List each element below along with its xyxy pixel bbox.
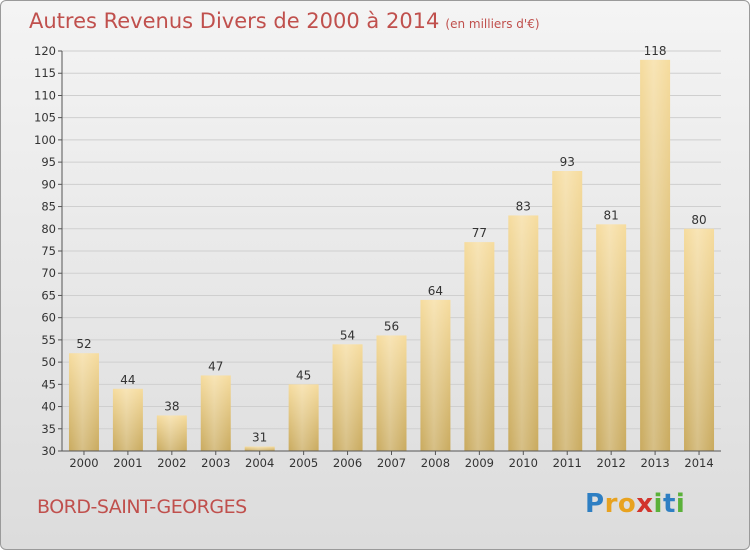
bar-value-label: 64 bbox=[428, 284, 443, 298]
x-tick-label: 2004 bbox=[245, 456, 274, 470]
y-tick-label: 55 bbox=[41, 333, 56, 347]
bar-shine bbox=[200, 375, 231, 451]
y-tick-label: 90 bbox=[41, 177, 56, 191]
x-tick-label: 2002 bbox=[157, 456, 186, 470]
y-tick-label: 100 bbox=[34, 133, 56, 147]
bar-value-label: 47 bbox=[208, 359, 223, 373]
x-tick-label: 2009 bbox=[465, 456, 494, 470]
x-tick-label: 2007 bbox=[377, 456, 406, 470]
y-tick-label: 70 bbox=[41, 266, 56, 280]
y-tick-label: 65 bbox=[41, 288, 56, 302]
y-tick-label: 110 bbox=[34, 88, 56, 102]
logo-letter: i bbox=[675, 489, 686, 519]
x-tick-label: 2006 bbox=[333, 456, 362, 470]
y-tick-label: 115 bbox=[34, 66, 56, 80]
bar-value-label: 77 bbox=[472, 226, 487, 240]
y-tick-label: 95 bbox=[41, 155, 56, 169]
x-tick-label: 2008 bbox=[421, 456, 450, 470]
logo-letter: P bbox=[585, 489, 605, 519]
y-tick-label: 40 bbox=[41, 400, 56, 414]
x-tick-label: 2012 bbox=[597, 456, 626, 470]
bar-value-label: 52 bbox=[76, 337, 91, 351]
bar-value-label: 45 bbox=[296, 368, 311, 382]
x-tick-label: 2010 bbox=[509, 456, 538, 470]
y-tick-label: 105 bbox=[34, 111, 56, 125]
proxiti-logo: Proxiti bbox=[585, 489, 685, 519]
x-tick-label: 2001 bbox=[113, 456, 142, 470]
logo-letter: t bbox=[662, 489, 676, 519]
y-tick-label: 45 bbox=[41, 377, 56, 391]
bar-shine bbox=[508, 215, 539, 451]
bar-shine bbox=[596, 224, 627, 451]
bar-shine bbox=[156, 415, 187, 451]
chart-title: Autres Revenus Divers de 2000 à 2014 (en … bbox=[29, 9, 540, 33]
bar-value-label: 83 bbox=[516, 199, 531, 213]
y-tick-label: 35 bbox=[41, 422, 56, 436]
bar-shine bbox=[552, 171, 583, 451]
bar-shine bbox=[420, 299, 451, 451]
y-tick-label: 30 bbox=[41, 444, 56, 458]
bar-value-label: 44 bbox=[120, 373, 135, 387]
bar-value-label: 31 bbox=[252, 431, 267, 445]
bar-value-label: 118 bbox=[644, 44, 667, 58]
x-axis: 2000 2001 2002 2003 2004 2005 2006 2007 2008 2009… bbox=[62, 450, 721, 470]
x-tick-label: 2011 bbox=[553, 456, 582, 470]
city-name: BORD-SAINT-GEORGES bbox=[37, 496, 247, 518]
x-tick-label: 2014 bbox=[684, 456, 713, 470]
bar-value-label: 80 bbox=[691, 213, 706, 227]
bar-shine bbox=[332, 344, 363, 451]
y-tick-label: 50 bbox=[41, 355, 56, 369]
y-tick-label: 60 bbox=[41, 311, 56, 325]
y-tick-label: 120 bbox=[34, 44, 56, 58]
bar-shine bbox=[68, 353, 99, 451]
x-tick-label: 2013 bbox=[640, 456, 669, 470]
y-axis: 30 35 40 45 50 55 60 65 70 75 80 85 90 95 100 105 110 115… bbox=[34, 44, 63, 458]
x-tick-label: 2003 bbox=[201, 456, 230, 470]
unit-text: (en milliers d'€) bbox=[445, 17, 540, 31]
bars: 52 44 38 47 31 45 54 56 64 77 83 93 81 118 80 bbox=[68, 44, 715, 452]
y-tick-label: 75 bbox=[41, 244, 56, 258]
bar-value-label: 81 bbox=[604, 208, 619, 222]
bar-shine bbox=[684, 228, 715, 451]
bar-shine bbox=[640, 59, 671, 452]
x-tick-label: 2005 bbox=[289, 456, 318, 470]
title-text: Autres Revenus Divers de 2000 à 2014 bbox=[29, 9, 440, 33]
bar-shine bbox=[464, 242, 495, 451]
bar-shine bbox=[288, 384, 319, 451]
logo-letter: r bbox=[604, 489, 618, 519]
bar-value-label: 54 bbox=[340, 328, 355, 342]
logo-letter: o bbox=[617, 489, 637, 519]
bar-shine bbox=[244, 446, 275, 451]
logo-letter: i bbox=[653, 489, 663, 519]
logo-letter: x bbox=[636, 489, 654, 519]
bar-shine bbox=[376, 335, 407, 451]
x-tick-label: 2000 bbox=[69, 456, 98, 470]
bar-value-label: 38 bbox=[164, 399, 179, 413]
bar-shine bbox=[112, 388, 143, 451]
bar-value-label: 93 bbox=[560, 155, 575, 169]
y-tick-label: 80 bbox=[41, 222, 56, 236]
y-tick-label: 85 bbox=[41, 200, 56, 214]
bar-value-label: 56 bbox=[384, 319, 399, 333]
